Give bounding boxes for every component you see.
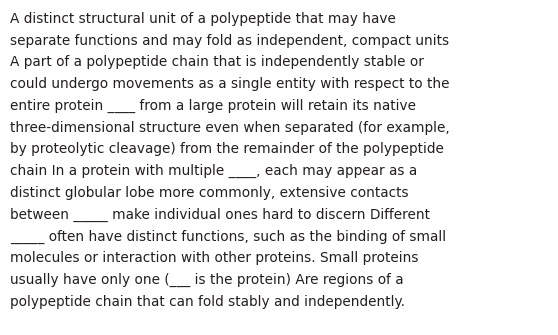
Text: entire protein ____ from a large protein will retain its native: entire protein ____ from a large protein… xyxy=(10,99,416,113)
Text: _____ often have distinct functions, such as the binding of small: _____ often have distinct functions, suc… xyxy=(10,229,446,244)
Text: A part of a polypeptide chain that is independently stable or: A part of a polypeptide chain that is in… xyxy=(10,55,424,69)
Text: separate functions and may fold as independent, compact units: separate functions and may fold as indep… xyxy=(10,34,449,48)
Text: usually have only one (___ is the protein) Are regions of a: usually have only one (___ is the protei… xyxy=(10,273,403,287)
Text: between _____ make individual ones hard to discern Different: between _____ make individual ones hard … xyxy=(10,208,430,222)
Text: three-dimensional structure even when separated (for example,: three-dimensional structure even when se… xyxy=(10,121,450,135)
Text: chain In a protein with multiple ____, each may appear as a: chain In a protein with multiple ____, e… xyxy=(10,164,417,178)
Text: A distinct structural unit of a polypeptide that may have: A distinct structural unit of a polypept… xyxy=(10,12,396,26)
Text: molecules or interaction with other proteins. Small proteins: molecules or interaction with other prot… xyxy=(10,251,418,265)
Text: could undergo movements as a single entity with respect to the: could undergo movements as a single enti… xyxy=(10,77,450,91)
Text: by proteolytic cleavage) from the remainder of the polypeptide: by proteolytic cleavage) from the remain… xyxy=(10,142,444,156)
Text: polypeptide chain that can fold stably and independently.: polypeptide chain that can fold stably a… xyxy=(10,295,405,309)
Text: distinct globular lobe more commonly, extensive contacts: distinct globular lobe more commonly, ex… xyxy=(10,186,408,200)
